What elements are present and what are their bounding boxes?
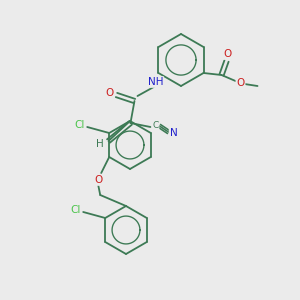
- Text: O: O: [236, 78, 244, 88]
- Text: N: N: [169, 128, 177, 138]
- Text: O: O: [94, 175, 102, 185]
- Text: Cl: Cl: [74, 120, 84, 130]
- Text: O: O: [224, 49, 232, 59]
- Text: O: O: [105, 88, 114, 98]
- Text: Cl: Cl: [70, 205, 80, 215]
- Text: C: C: [152, 121, 159, 130]
- Text: NH: NH: [148, 77, 163, 87]
- Text: H: H: [96, 139, 104, 149]
